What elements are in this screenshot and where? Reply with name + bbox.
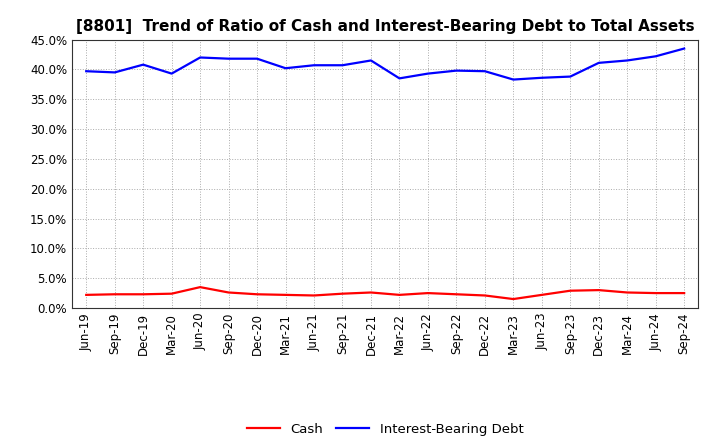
- Cash: [595, 287, 603, 293]
- Interest-Bearing Debt: [82, 69, 91, 74]
- Cash: [566, 288, 575, 293]
- Cash: [537, 292, 546, 297]
- Cash: [338, 291, 347, 296]
- Cash: [167, 291, 176, 296]
- Interest-Bearing Debt: [680, 46, 688, 51]
- Interest-Bearing Debt: [196, 55, 204, 60]
- Interest-Bearing Debt: [253, 56, 261, 61]
- Interest-Bearing Debt: [139, 62, 148, 67]
- Interest-Bearing Debt: [452, 68, 461, 73]
- Cash: [139, 292, 148, 297]
- Interest-Bearing Debt: [167, 71, 176, 76]
- Interest-Bearing Debt: [366, 58, 375, 63]
- Cash: [423, 290, 432, 296]
- Interest-Bearing Debt: [652, 54, 660, 59]
- Cash: [253, 292, 261, 297]
- Interest-Bearing Debt: [225, 56, 233, 61]
- Cash: [225, 290, 233, 295]
- Cash: [680, 290, 688, 296]
- Interest-Bearing Debt: [595, 60, 603, 66]
- Interest-Bearing Debt: [395, 76, 404, 81]
- Legend: Cash, Interest-Bearing Debt: Cash, Interest-Bearing Debt: [241, 418, 529, 440]
- Cash: [282, 292, 290, 297]
- Interest-Bearing Debt: [282, 66, 290, 71]
- Interest-Bearing Debt: [623, 58, 631, 63]
- Interest-Bearing Debt: [537, 75, 546, 81]
- Interest-Bearing Debt: [338, 62, 347, 68]
- Cash: [395, 292, 404, 297]
- Cash: [82, 292, 91, 297]
- Interest-Bearing Debt: [509, 77, 518, 82]
- Cash: [366, 290, 375, 295]
- Cash: [110, 292, 119, 297]
- Interest-Bearing Debt: [310, 62, 318, 68]
- Interest-Bearing Debt: [480, 69, 489, 74]
- Cash: [196, 285, 204, 290]
- Cash: [452, 292, 461, 297]
- Interest-Bearing Debt: [566, 74, 575, 79]
- Line: Cash: Cash: [86, 287, 684, 299]
- Cash: [652, 290, 660, 296]
- Line: Interest-Bearing Debt: Interest-Bearing Debt: [86, 48, 684, 80]
- Cash: [509, 297, 518, 302]
- Title: [8801]  Trend of Ratio of Cash and Interest-Bearing Debt to Total Assets: [8801] Trend of Ratio of Cash and Intere…: [76, 19, 695, 34]
- Cash: [623, 290, 631, 295]
- Interest-Bearing Debt: [110, 70, 119, 75]
- Interest-Bearing Debt: [423, 71, 432, 76]
- Cash: [310, 293, 318, 298]
- Cash: [480, 293, 489, 298]
